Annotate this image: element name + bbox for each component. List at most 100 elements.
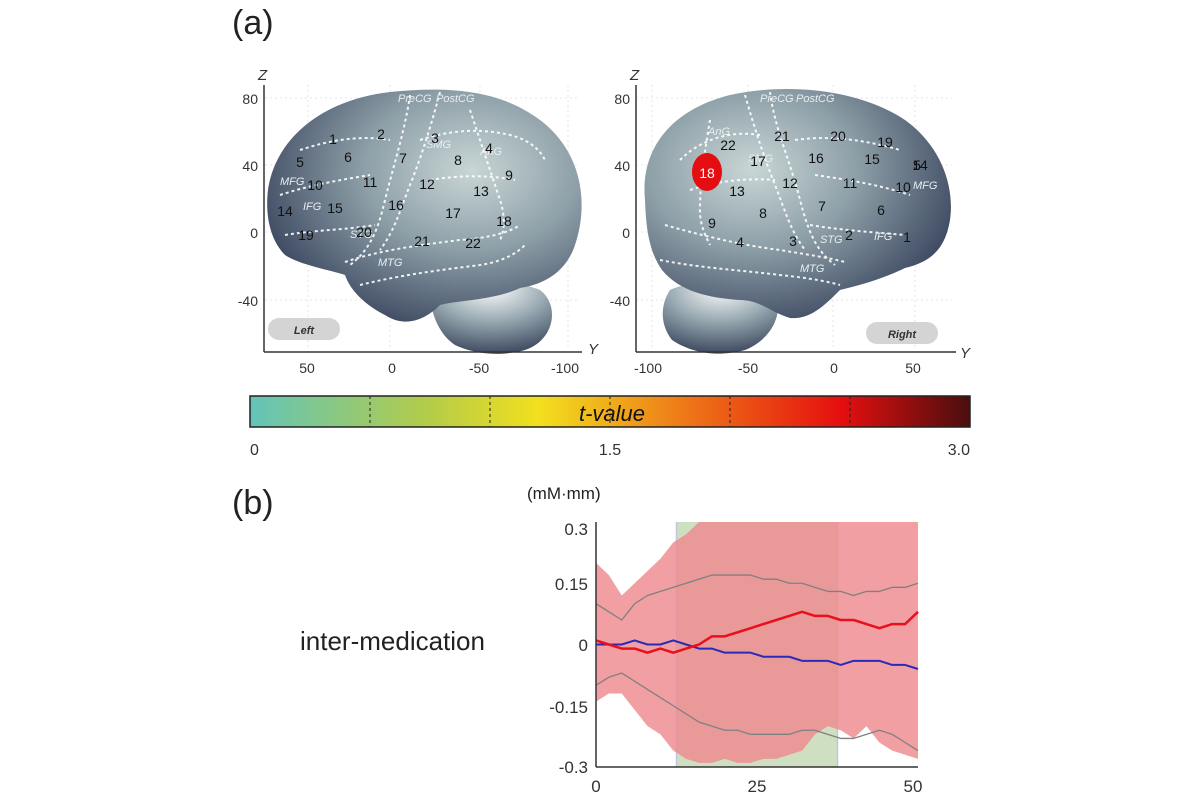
channel-label: 15 [864, 151, 880, 167]
z-tick-label: 0 [622, 225, 630, 241]
x-tick-label: 0 [591, 777, 600, 796]
z-axis-label: Z [257, 67, 268, 84]
right-region-boundaries [659, 91, 911, 286]
left-hemisphere-text: Left [294, 325, 316, 337]
region-label: AnG [707, 126, 730, 138]
channel-label: 12 [419, 176, 435, 192]
hemodynamic-line-chart: 0.3 0.15 0 -0.15 -0.3 0 25 50 [549, 520, 922, 796]
region-label: STG [350, 229, 373, 241]
channel-label: 12 [782, 175, 798, 191]
region-label: PostCG [796, 93, 835, 105]
colorbar-title: t-value [579, 401, 645, 426]
z-tick-label: 40 [242, 158, 258, 174]
channel-label: 9 [708, 215, 716, 231]
region-label: MFG [913, 180, 938, 192]
row-label: inter-medication [300, 626, 485, 656]
x-tick-label: 50 [904, 777, 923, 796]
channel-label: 17 [445, 205, 461, 221]
series-blue-line [596, 639, 919, 670]
right-brain-panel: PreCG PostCG SMG AnG MFG IFG STG MTG 1 2… [610, 67, 971, 376]
z-tick-label: -40 [238, 293, 258, 309]
right-channel-labels: 1 2 3 4 5 6 7 8 9 10 11 12 13 14 15 16 1… [699, 128, 928, 250]
channel-label: 10 [895, 179, 911, 195]
channel-label: 20 [830, 128, 846, 144]
left-brain-cortex [267, 89, 582, 322]
y-tick-label: 0.3 [564, 520, 588, 539]
y-tick-label: 50 [299, 360, 315, 376]
channel-label: 13 [729, 183, 745, 199]
channel-label: 1 [329, 131, 337, 147]
y-tick-label: 0 [388, 360, 396, 376]
y-tick-label: 0.15 [555, 575, 588, 594]
panel-label-b: (b) [232, 484, 274, 522]
z-tick-label: -40 [610, 293, 630, 309]
activation-blob-channel-18 [692, 153, 722, 191]
region-label: IFG [874, 231, 893, 243]
channel-label: 19 [877, 134, 893, 150]
channel-label: 22 [720, 137, 736, 153]
right-hemisphere-text: Right [888, 329, 917, 341]
channel-label: 17 [750, 153, 766, 169]
channel-label: 5 [296, 154, 304, 170]
region-label: MFG [280, 176, 305, 188]
channel-label: 6 [344, 149, 352, 165]
right-hemisphere-tag [866, 322, 938, 344]
channel-label: 21 [414, 233, 430, 249]
y-unit-label: (mM·mm) [527, 484, 601, 503]
chart-x-ticks: 0 25 50 [591, 777, 922, 796]
left-region-boundaries [279, 91, 546, 286]
channel-label: 21 [774, 128, 790, 144]
y-tick-label: -50 [469, 360, 489, 376]
region-label: PreCG [760, 93, 794, 105]
right-region-labels: PreCG PostCG SMG AnG MFG IFG STG MTG [707, 93, 938, 275]
series-red-line [595, 610, 919, 654]
ci-upper-line [595, 574, 919, 621]
colorbar-tick: 0 [250, 442, 259, 459]
channel-label: 16 [808, 150, 824, 166]
ci-lower-line [595, 672, 919, 752]
channel-label: 4 [736, 234, 744, 250]
region-label: IFG [303, 201, 322, 213]
y-tick-label: -100 [551, 360, 579, 376]
panel-label-a: (a) [232, 4, 274, 42]
channel-label: 2 [377, 126, 385, 142]
region-label: SMG [426, 139, 452, 151]
channel-label: 6 [877, 202, 885, 218]
channel-label: 4 [485, 140, 493, 156]
y-tick-label: -0.3 [559, 758, 588, 777]
left-channel-labels: 1 2 3 4 5 6 7 8 9 10 11 12 13 14 15 16 1… [277, 126, 513, 251]
channel-label: 11 [843, 175, 858, 191]
channel-label: 13 [473, 183, 489, 199]
channel-label: 7 [399, 150, 407, 166]
region-label: MTG [800, 263, 825, 275]
colorbar: t-value 0 1.5 3.0 [249, 395, 971, 459]
channel-label: 16 [388, 197, 404, 213]
x-tick-label: 25 [748, 777, 767, 796]
region-label: SMG [748, 153, 774, 165]
channel-label: 20 [356, 224, 372, 240]
channel-label: 10 [307, 177, 323, 193]
y-axis-label: Y [588, 341, 599, 358]
channel-label: 18 [496, 213, 512, 229]
left-brain-panel: PreCG PostCG SMG AnG MFG IFG STG MTG 1 2… [238, 67, 599, 376]
channel-label: 3 [431, 130, 439, 146]
left-axes [263, 85, 582, 353]
region-label: STG [820, 234, 843, 246]
region-label: PostCG [436, 93, 475, 105]
z-tick-label: 80 [242, 91, 258, 107]
z-axis-label: Z [629, 67, 640, 84]
region-label: PreCG [398, 93, 432, 105]
channel-label: 15 [327, 200, 343, 216]
y-tick-label: -50 [738, 360, 758, 376]
channel-label: 14 [277, 203, 293, 219]
region-label: AnG [479, 146, 502, 158]
channel-label: 1 [903, 229, 911, 245]
z-tick-label: 0 [250, 225, 258, 241]
right-brain-cortex [644, 88, 951, 319]
left-hemisphere-tag [268, 318, 340, 340]
channel-label: 18 [699, 165, 715, 181]
right-axes [635, 85, 956, 353]
channel-label: 5 [913, 157, 921, 173]
chart-y-ticks: 0.3 0.15 0 -0.15 -0.3 [549, 520, 588, 777]
